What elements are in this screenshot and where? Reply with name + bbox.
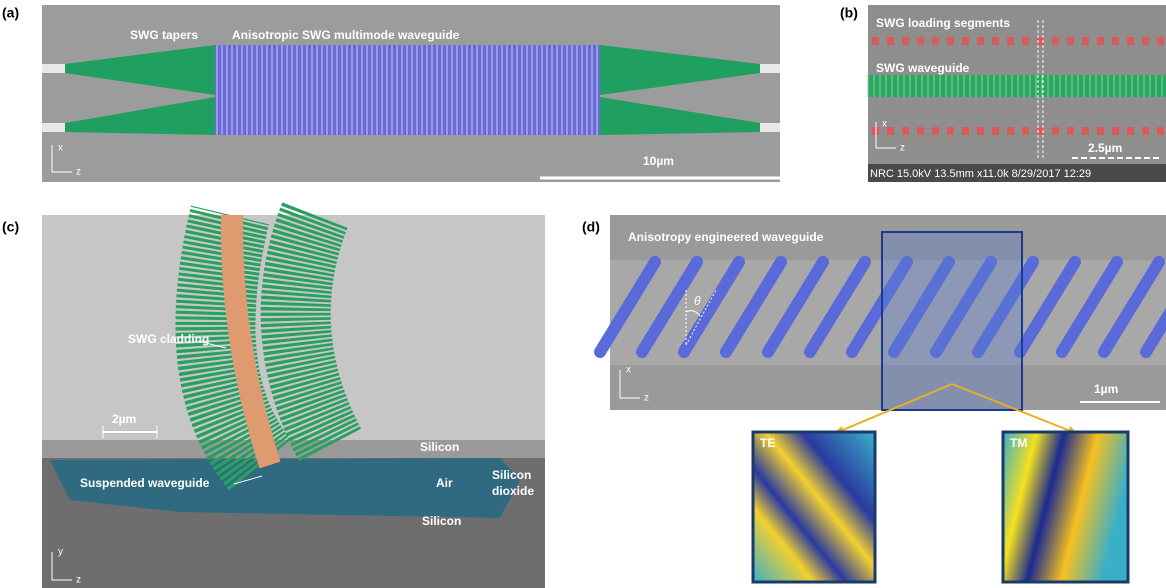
segment (1037, 127, 1044, 135)
segment (1127, 127, 1134, 135)
segment (992, 37, 999, 45)
segment (917, 127, 924, 135)
panel-label: (c) (2, 219, 19, 235)
segment (972, 256, 1039, 358)
segment (846, 256, 913, 358)
annotation: TE (760, 436, 775, 450)
annotation: Silicon (492, 468, 531, 482)
axis-label: x (58, 143, 63, 154)
segment (1097, 37, 1104, 45)
annotation: Suspended waveguide (80, 476, 210, 490)
panel-label: (d) (582, 219, 600, 235)
segment (1112, 127, 1119, 135)
scale-label: 2.5µm (1088, 141, 1122, 155)
axis-label: x (626, 365, 631, 376)
segment (1007, 127, 1014, 135)
axis-label: z (644, 393, 649, 404)
segment (962, 127, 969, 135)
annotation: Silicon (420, 440, 459, 454)
scale-label: 10µm (643, 154, 674, 168)
segment (887, 127, 894, 135)
segment (720, 256, 787, 358)
segment (872, 37, 879, 45)
annotation: SWG tapers (130, 28, 198, 42)
segment (594, 256, 661, 358)
annotation: Anisotropy engineered waveguide (628, 230, 824, 244)
segment (932, 37, 939, 45)
annotation: dioxide (492, 484, 534, 498)
segment (636, 256, 703, 358)
segment (1007, 37, 1014, 45)
axis-label: z (76, 575, 81, 586)
segment (1157, 37, 1164, 45)
annotation: θ (694, 294, 701, 308)
segment (1014, 256, 1081, 358)
segment (762, 256, 829, 358)
segment (1098, 256, 1165, 358)
segment (804, 256, 871, 358)
annotation: TM (1010, 436, 1027, 450)
panel-d (594, 215, 1166, 584)
axis-label: z (76, 167, 81, 178)
annotation: Silicon (422, 514, 461, 528)
footer: NRC 15.0kV 13.5mm x11.0k 8/29/2017 12:29 (870, 168, 1091, 180)
segment (902, 37, 909, 45)
segment (902, 127, 909, 135)
annotation: SWG waveguide (876, 61, 970, 75)
segment (1082, 127, 1089, 135)
annotation: SWG loading segments (876, 16, 1010, 30)
segment (1140, 307, 1166, 358)
scale-label: 2µm (112, 412, 136, 426)
segment (1067, 127, 1074, 135)
segment (1067, 37, 1074, 45)
segment (1097, 127, 1104, 135)
panel-label: (b) (840, 5, 858, 21)
segment (977, 127, 984, 135)
segment (1037, 37, 1044, 45)
annotation: SWG cladding (128, 332, 209, 346)
segment (888, 256, 955, 358)
segment (917, 37, 924, 45)
segment (1082, 37, 1089, 45)
segment (1052, 127, 1059, 135)
segment (1052, 37, 1059, 45)
segment (1022, 37, 1029, 45)
scale-label: 1µm (1094, 382, 1118, 396)
panel-c (42, 202, 545, 588)
segment (678, 256, 745, 358)
segment (962, 37, 969, 45)
axis-label: x (882, 119, 887, 130)
segment (1142, 127, 1149, 135)
panel-b (867, 5, 1166, 182)
segment (930, 256, 997, 358)
annotation: Air (436, 476, 453, 490)
segment (1022, 127, 1029, 135)
axis-label: y (58, 547, 63, 558)
segment (1142, 37, 1149, 45)
annotation: Anisotropic SWG multimode waveguide (232, 28, 460, 42)
panel-a (42, 5, 780, 182)
segment (1157, 127, 1164, 135)
segment (1056, 256, 1123, 358)
segment (947, 37, 954, 45)
segment (932, 127, 939, 135)
segment (947, 127, 954, 135)
panel-label: (a) (2, 5, 19, 21)
axis-label: z (900, 143, 905, 154)
segment (1112, 37, 1119, 45)
segment (992, 127, 999, 135)
segment (887, 37, 894, 45)
segment (977, 37, 984, 45)
segment (1127, 37, 1134, 45)
